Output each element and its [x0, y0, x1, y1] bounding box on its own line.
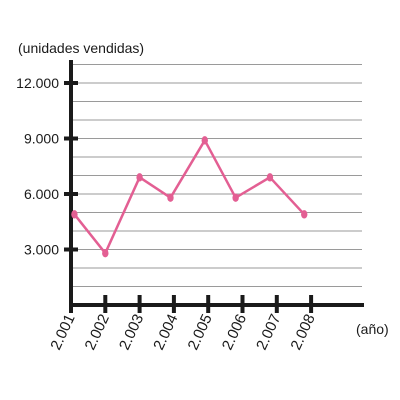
y-tick-label: 12.000 — [16, 75, 59, 91]
x-tick-label: 2.001 — [47, 312, 78, 353]
x-tick-label: 2.006 — [219, 312, 250, 353]
data-point — [71, 210, 78, 219]
data-point — [167, 193, 174, 202]
y-tick-label: 3.000 — [24, 242, 59, 258]
data-point — [232, 193, 239, 202]
axes — [69, 60, 364, 307]
x-tick-label: 2.005 — [185, 312, 216, 353]
x-tick-label: 2.004 — [150, 312, 181, 353]
x-tick-label: 2.003 — [116, 312, 147, 353]
series — [71, 136, 308, 258]
data-point — [136, 173, 143, 182]
data-point — [102, 249, 109, 258]
y-tick-label: 9.000 — [24, 131, 59, 147]
data-point — [201, 136, 208, 145]
data-point — [301, 210, 308, 219]
x-tick-label: 2.008 — [287, 312, 318, 353]
gridlines — [71, 64, 362, 287]
x-tick-label: 2.007 — [253, 312, 284, 353]
x-axis-label: (año) — [356, 321, 389, 337]
data-point — [266, 173, 274, 182]
y-ticks: 3.000 6.000 9.000 12.000 — [16, 75, 78, 258]
y-tick-label: 6.000 — [24, 186, 59, 202]
y-axis-label: (unidades vendidas) — [18, 40, 144, 56]
x-tick-label: 2.002 — [82, 312, 113, 353]
series-line — [73, 139, 306, 255]
